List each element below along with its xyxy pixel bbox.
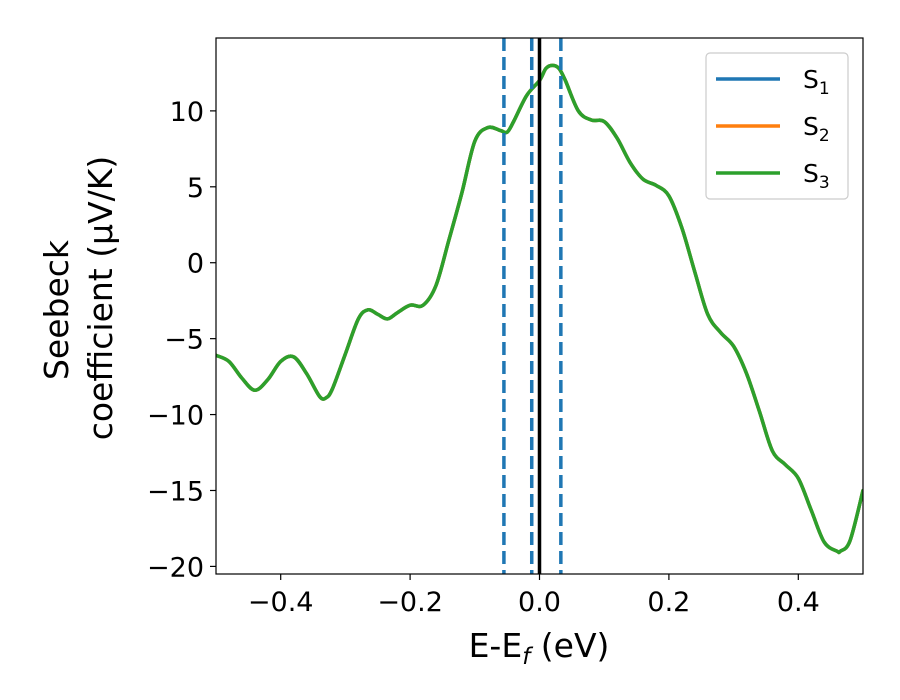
x-tick-label: −0.2 bbox=[377, 587, 443, 618]
y-tick-label: 10 bbox=[170, 97, 204, 128]
x-axis-title: E-Ef (eV) bbox=[469, 626, 610, 670]
y-axis-title-line1: Seebeck bbox=[37, 239, 76, 380]
y-tick-label: 5 bbox=[187, 173, 204, 204]
x-tick-label: 0.0 bbox=[518, 587, 561, 618]
y-tick-label: −10 bbox=[147, 401, 204, 432]
legend: S1 S2 S3 bbox=[705, 52, 849, 200]
x-axis: −0.4 −0.2 0.0 0.2 0.4 bbox=[248, 574, 820, 618]
x-tick-label: 0.2 bbox=[647, 587, 690, 618]
x-tick-label: 0.4 bbox=[777, 587, 820, 618]
y-tick-label: 0 bbox=[187, 249, 204, 280]
legend-label-s3: S3 bbox=[803, 159, 830, 193]
x-tick-label: −0.4 bbox=[248, 587, 314, 618]
y-tick-label: −5 bbox=[164, 325, 204, 356]
y-tick-label: −20 bbox=[147, 552, 204, 583]
reference-lines bbox=[502, 38, 563, 574]
y-axis: −20 −15 −10 −5 0 5 10 bbox=[147, 97, 216, 583]
y-axis-title-line2: coefficient (μV/K) bbox=[81, 156, 120, 441]
legend-label-s1: S1 bbox=[803, 65, 830, 99]
y-tick-label: −15 bbox=[147, 476, 204, 507]
legend-label-s2: S2 bbox=[803, 112, 830, 146]
